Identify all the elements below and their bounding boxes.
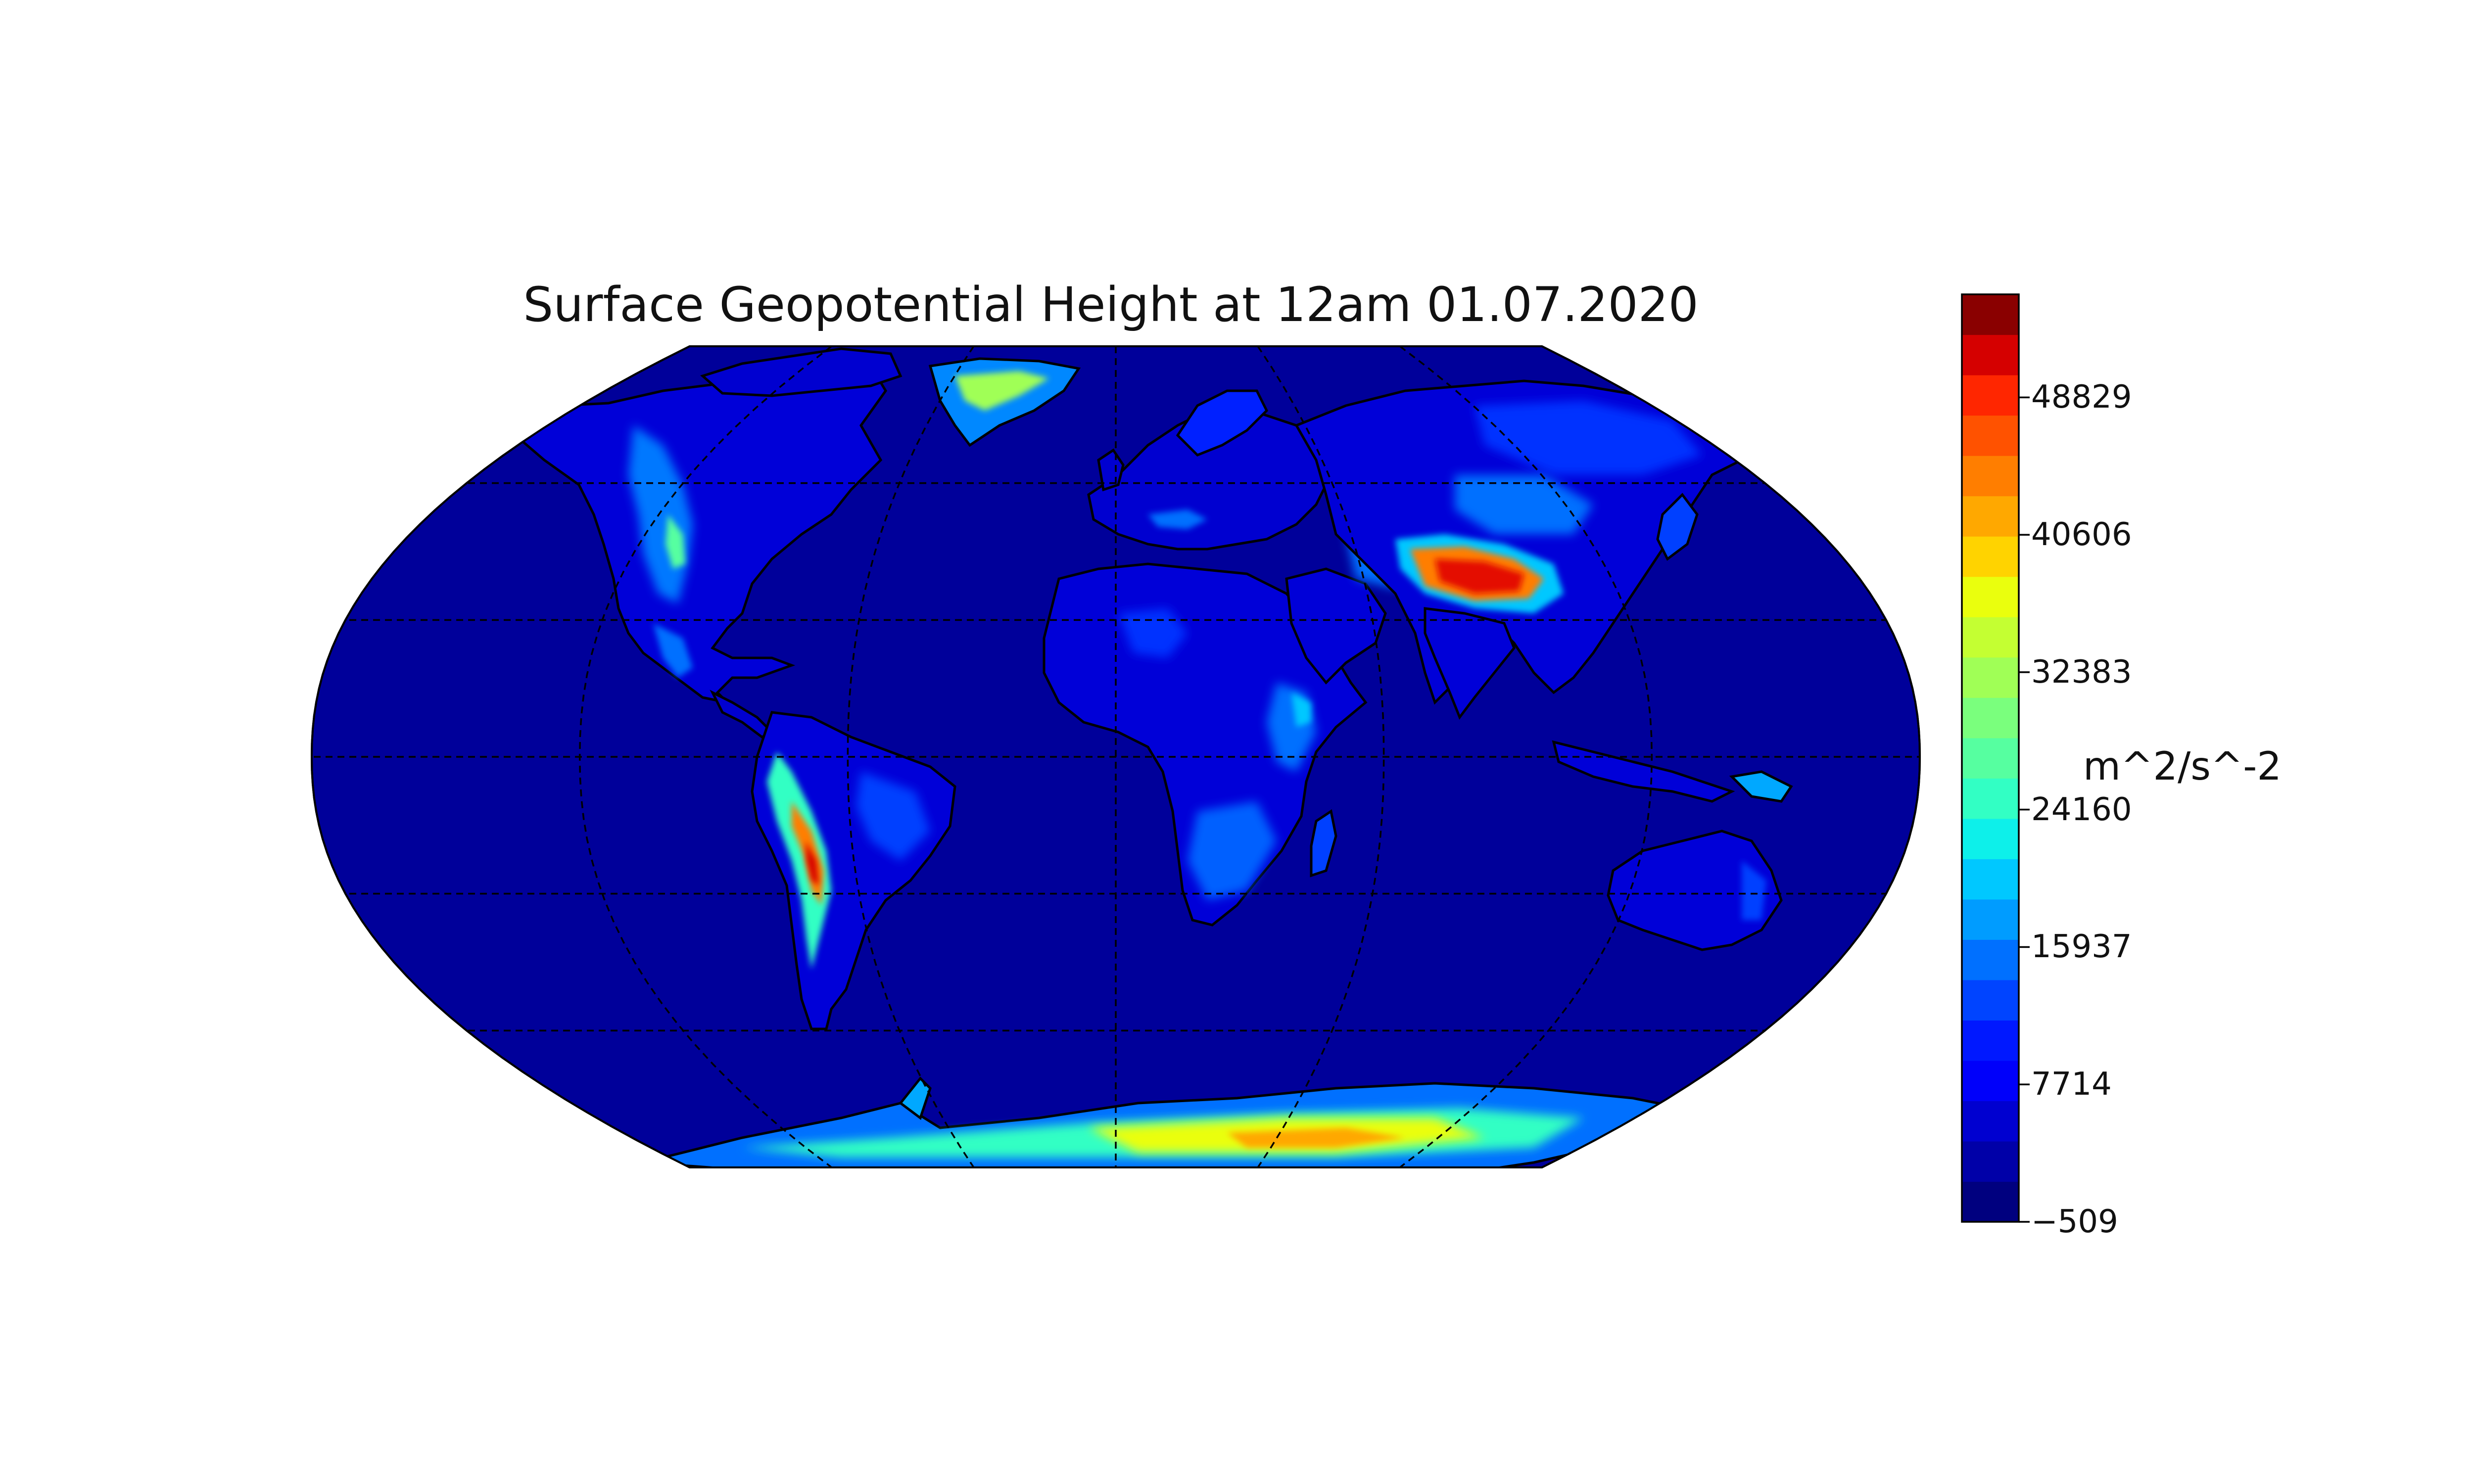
colorbar-segment [1962,979,2019,1020]
colorbar-tick-label: 24160 [2031,791,2132,828]
colorbar-segment [1962,1141,2019,1182]
andes-elevation [767,752,831,970]
colorbar-segment [1962,899,2019,940]
brazil-highlands [856,772,930,861]
andes-core [806,841,819,885]
colorbar-segment [1962,617,2019,658]
graticule [312,346,1920,1167]
colorbar-segment [1962,294,2019,335]
colorbar-segment [1962,415,2019,456]
colorbar-segment [1962,818,2019,859]
mongolia-highlands [1455,475,1593,534]
map-title: Surface Geopotential Height at 12am 01.0… [523,277,1699,332]
colorbar-segment [1962,939,2019,980]
colorbar-segment [1962,859,2019,900]
globe-border [310,345,1921,1168]
colorbar-segment [1962,778,2019,819]
landmass-japan [1656,493,1699,561]
landmass-arabia [1285,567,1387,685]
colorbar-segment [1962,576,2019,617]
colorbar-segment [1962,496,2019,537]
colorbar-unit-label: m^2/s^-2 [2083,744,2282,789]
mexico-highlands [653,623,693,678]
colorbar-segment [1962,375,2019,416]
greenland-high [955,371,1049,411]
colorbar-segment [1962,1060,2019,1102]
colorbar-segment [1962,1181,2019,1222]
colorbar-tick-label: 48829 [2031,379,2132,416]
landmass-scandinavia [1176,389,1269,457]
alps [1148,510,1207,529]
meridian-line [1399,346,1653,1167]
colorbar-segment [1962,334,2019,375]
meridian-line [847,346,975,1167]
landmass-madagascar [1310,809,1337,878]
colorbar-segment [1962,697,2019,739]
colorbar-segment [1962,1101,2019,1142]
ethiopia-highlands [1291,693,1311,727]
landmass-uk [1097,448,1125,492]
landmass-africa [1043,562,1368,927]
landmass-australia [1607,830,1783,951]
australia-east-highlands [1742,861,1766,920]
colorbar-tick-label: 15937 [2031,928,2132,966]
colorbar-segment [1962,657,2019,698]
colorbar-tick-label: 7714 [2031,1066,2112,1103]
southern-africa-plateau [1188,801,1277,900]
antarctic-peninsula [899,1076,932,1120]
colorbar [1961,293,2030,1223]
colorbar-segment [1962,456,2019,497]
landmass-arctic-islands [700,347,903,397]
meridian-line [1257,346,1385,1167]
siberia-elevation [1475,401,1702,475]
colorbar-tick-label: 32383 [2031,653,2132,691]
meridian-line [578,346,832,1167]
colorbar-tick-label: −509 [2031,1204,2118,1240]
colorbar-segment [1962,738,2019,779]
landmass-new-guinea [1729,770,1793,803]
colorbar-segment [1962,1020,2019,1061]
rockies-peak [666,514,685,569]
land-layer [507,347,1862,1167]
tibet-plateau-core [1435,559,1524,594]
colorbar-frame [1961,293,2020,1223]
colorbar-tick-label: 40606 [2031,516,2132,554]
antarctica-plateau-core [1227,1128,1405,1148]
colorbar-segment [1962,536,2019,577]
